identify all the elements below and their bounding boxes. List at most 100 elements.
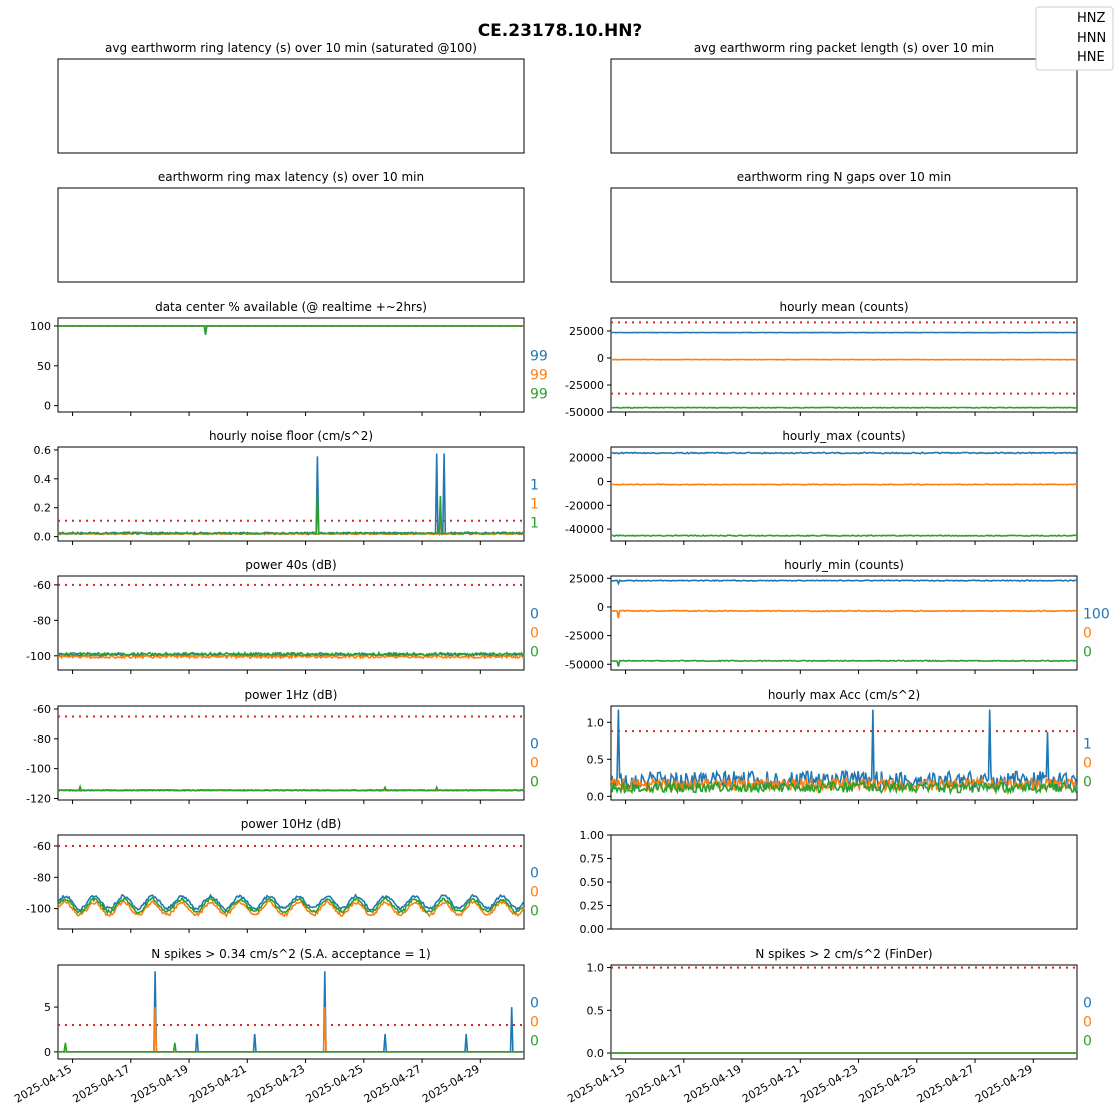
x-tick-label: 2025-04-17 bbox=[623, 1062, 685, 1105]
panel-p3: earthworm ring N gaps over 10 min bbox=[610, 170, 1078, 283]
panel-title: earthworm ring max latency (s) over 10 m… bbox=[158, 170, 424, 184]
panel-p0: avg earthworm ring latency (s) over 10 m… bbox=[57, 41, 525, 154]
series-line-hne bbox=[610, 406, 1078, 409]
series-line-hne bbox=[610, 534, 1078, 538]
axes-frame bbox=[610, 964, 1078, 1060]
y-tick-label: -25000 bbox=[565, 379, 604, 392]
panel-title: hourly_max (counts) bbox=[782, 429, 905, 443]
y-tick-label: -120 bbox=[26, 793, 51, 806]
x-tick-label: 2025-04-21 bbox=[187, 1062, 249, 1105]
x-tick-label: 2025-04-25 bbox=[303, 1062, 365, 1105]
side-value-hnz: 1 bbox=[530, 477, 539, 493]
axes-frame bbox=[57, 446, 525, 542]
panel-p5: hourly mean (counts) -50000 -25000 0 25000 bbox=[565, 300, 1078, 419]
series-line-hnz bbox=[610, 579, 1077, 586]
side-value-hne: 1 bbox=[530, 515, 539, 531]
series-line-hne bbox=[57, 650, 525, 658]
y-tick-label: 0 bbox=[597, 352, 604, 365]
y-tick-label: 20000 bbox=[569, 452, 604, 465]
panel-title: hourly_min (counts) bbox=[784, 558, 904, 572]
y-tick-label: -25000 bbox=[565, 630, 604, 643]
y-tick-label: 0.50 bbox=[580, 876, 605, 889]
x-tick-label: 2025-04-27 bbox=[362, 1062, 424, 1105]
y-tick-label: -60 bbox=[33, 840, 51, 853]
axes-frame bbox=[57, 58, 525, 154]
series-line-hne bbox=[610, 659, 1078, 667]
panel-title: data center % available (@ realtime +~2h… bbox=[155, 300, 427, 314]
series-line-hne bbox=[610, 779, 1078, 796]
panel-p6: hourly noise floor (cm/s^2) 0.0 0.2 0.4 0.6 1… bbox=[34, 429, 539, 545]
x-tick-label: 2025-04-23 bbox=[798, 1062, 860, 1105]
axes-frame bbox=[610, 446, 1078, 542]
y-tick-label: 0.75 bbox=[580, 853, 605, 866]
y-tick-label: 0 bbox=[597, 601, 604, 614]
panel-title: hourly max Acc (cm/s^2) bbox=[768, 688, 920, 702]
legend: HNZ HNN HNE bbox=[1035, 6, 1114, 71]
y-tick-label: -100 bbox=[26, 763, 51, 776]
axes-frame bbox=[610, 575, 1078, 671]
side-value-hne: 0 bbox=[1083, 1033, 1092, 1049]
side-value-hnz: 0 bbox=[530, 606, 539, 622]
y-tick-label: 1.00 bbox=[580, 829, 605, 842]
side-value-hne: 99 bbox=[530, 386, 548, 402]
y-tick-label: 25000 bbox=[569, 325, 604, 338]
y-tick-label: -100 bbox=[26, 650, 51, 663]
side-value-hnz: 0 bbox=[530, 736, 539, 752]
y-tick-label: 0 bbox=[44, 400, 51, 413]
axes-frame bbox=[57, 964, 525, 1060]
y-tick-label: 0 bbox=[44, 1046, 51, 1059]
panel-title: power 10Hz (dB) bbox=[241, 817, 342, 831]
panel-title: N spikes > 0.34 cm/s^2 (S.A. acceptance … bbox=[151, 947, 430, 961]
axes-frame bbox=[57, 187, 525, 283]
y-tick-label: -100 bbox=[26, 903, 51, 916]
panel-p13: 0.00 0.25 0.50 0.75 1.00 bbox=[580, 829, 1078, 936]
side-value-hnn: 0 bbox=[530, 755, 539, 771]
panel-p4: data center % available (@ realtime +~2h… bbox=[30, 300, 548, 416]
x-tick-label: 2025-04-25 bbox=[856, 1062, 918, 1105]
panel-title: hourly noise floor (cm/s^2) bbox=[209, 429, 373, 443]
series-line-hnn bbox=[610, 483, 1078, 486]
x-tick-label: 2025-04-19 bbox=[129, 1062, 191, 1105]
x-tick-label: 2025-04-27 bbox=[915, 1062, 977, 1105]
y-tick-label: 0.2 bbox=[34, 502, 52, 515]
panel-title: power 40s (dB) bbox=[245, 558, 336, 572]
y-tick-label: 0.6 bbox=[34, 444, 52, 457]
panel-title: avg earthworm ring packet length (s) ove… bbox=[694, 41, 994, 55]
y-tick-label: 0.4 bbox=[34, 473, 52, 486]
series-line-hne bbox=[58, 325, 524, 335]
y-tick-label: 0.0 bbox=[587, 1047, 605, 1060]
y-tick-label: -80 bbox=[33, 614, 51, 627]
y-tick-label: 0.0 bbox=[34, 531, 52, 544]
x-tick-label: 2025-04-21 bbox=[740, 1062, 802, 1105]
panel-p1: avg earthworm ring packet length (s) ove… bbox=[610, 41, 1078, 154]
y-tick-label: -80 bbox=[33, 733, 51, 746]
y-tick-label: 0.25 bbox=[580, 900, 605, 913]
panel-p9: hourly_min (counts) -50000 -25000 0 25000 100… bbox=[565, 558, 1110, 674]
panel-title: N spikes > 2 cm/s^2 (FinDer) bbox=[755, 947, 932, 961]
side-value-hnn: 0 bbox=[1083, 1014, 1092, 1030]
side-value-hnn: 99 bbox=[530, 367, 548, 383]
panel-p8: power 40s (dB) -100 -80 -60 0 0 0 bbox=[26, 558, 539, 674]
side-value-hnz: 100 bbox=[1083, 606, 1110, 622]
y-tick-label: -60 bbox=[33, 579, 51, 592]
y-tick-label: 25000 bbox=[569, 572, 604, 585]
side-value-hnz: 1 bbox=[1083, 736, 1092, 752]
y-tick-label: 0 bbox=[597, 476, 604, 489]
axes-frame bbox=[610, 834, 1078, 930]
axes-frame bbox=[610, 317, 1078, 413]
legend-entry-hne: HNE bbox=[1077, 50, 1105, 65]
side-value-hnn: 0 bbox=[530, 884, 539, 900]
series-line-hne bbox=[58, 1042, 524, 1053]
panel-p14: N spikes > 0.34 cm/s^2 (S.A. acceptance … bbox=[12, 947, 539, 1106]
panel-p7: hourly_max (counts) -40000 -20000 0 20000 bbox=[565, 429, 1078, 545]
series-line-hnz bbox=[611, 451, 1078, 455]
y-tick-label: 5 bbox=[44, 1001, 51, 1014]
series-line-hne bbox=[57, 492, 525, 536]
y-tick-label: 0.5 bbox=[587, 1004, 605, 1017]
y-tick-label: -60 bbox=[33, 703, 51, 716]
y-tick-label: 0.0 bbox=[587, 790, 605, 803]
panel-p12: power 10Hz (dB) -100 -80 -60 0 0 0 bbox=[26, 817, 539, 933]
figure-title: CE.23178.10.HN? bbox=[478, 21, 643, 41]
panel-title: power 1Hz (dB) bbox=[245, 688, 338, 702]
